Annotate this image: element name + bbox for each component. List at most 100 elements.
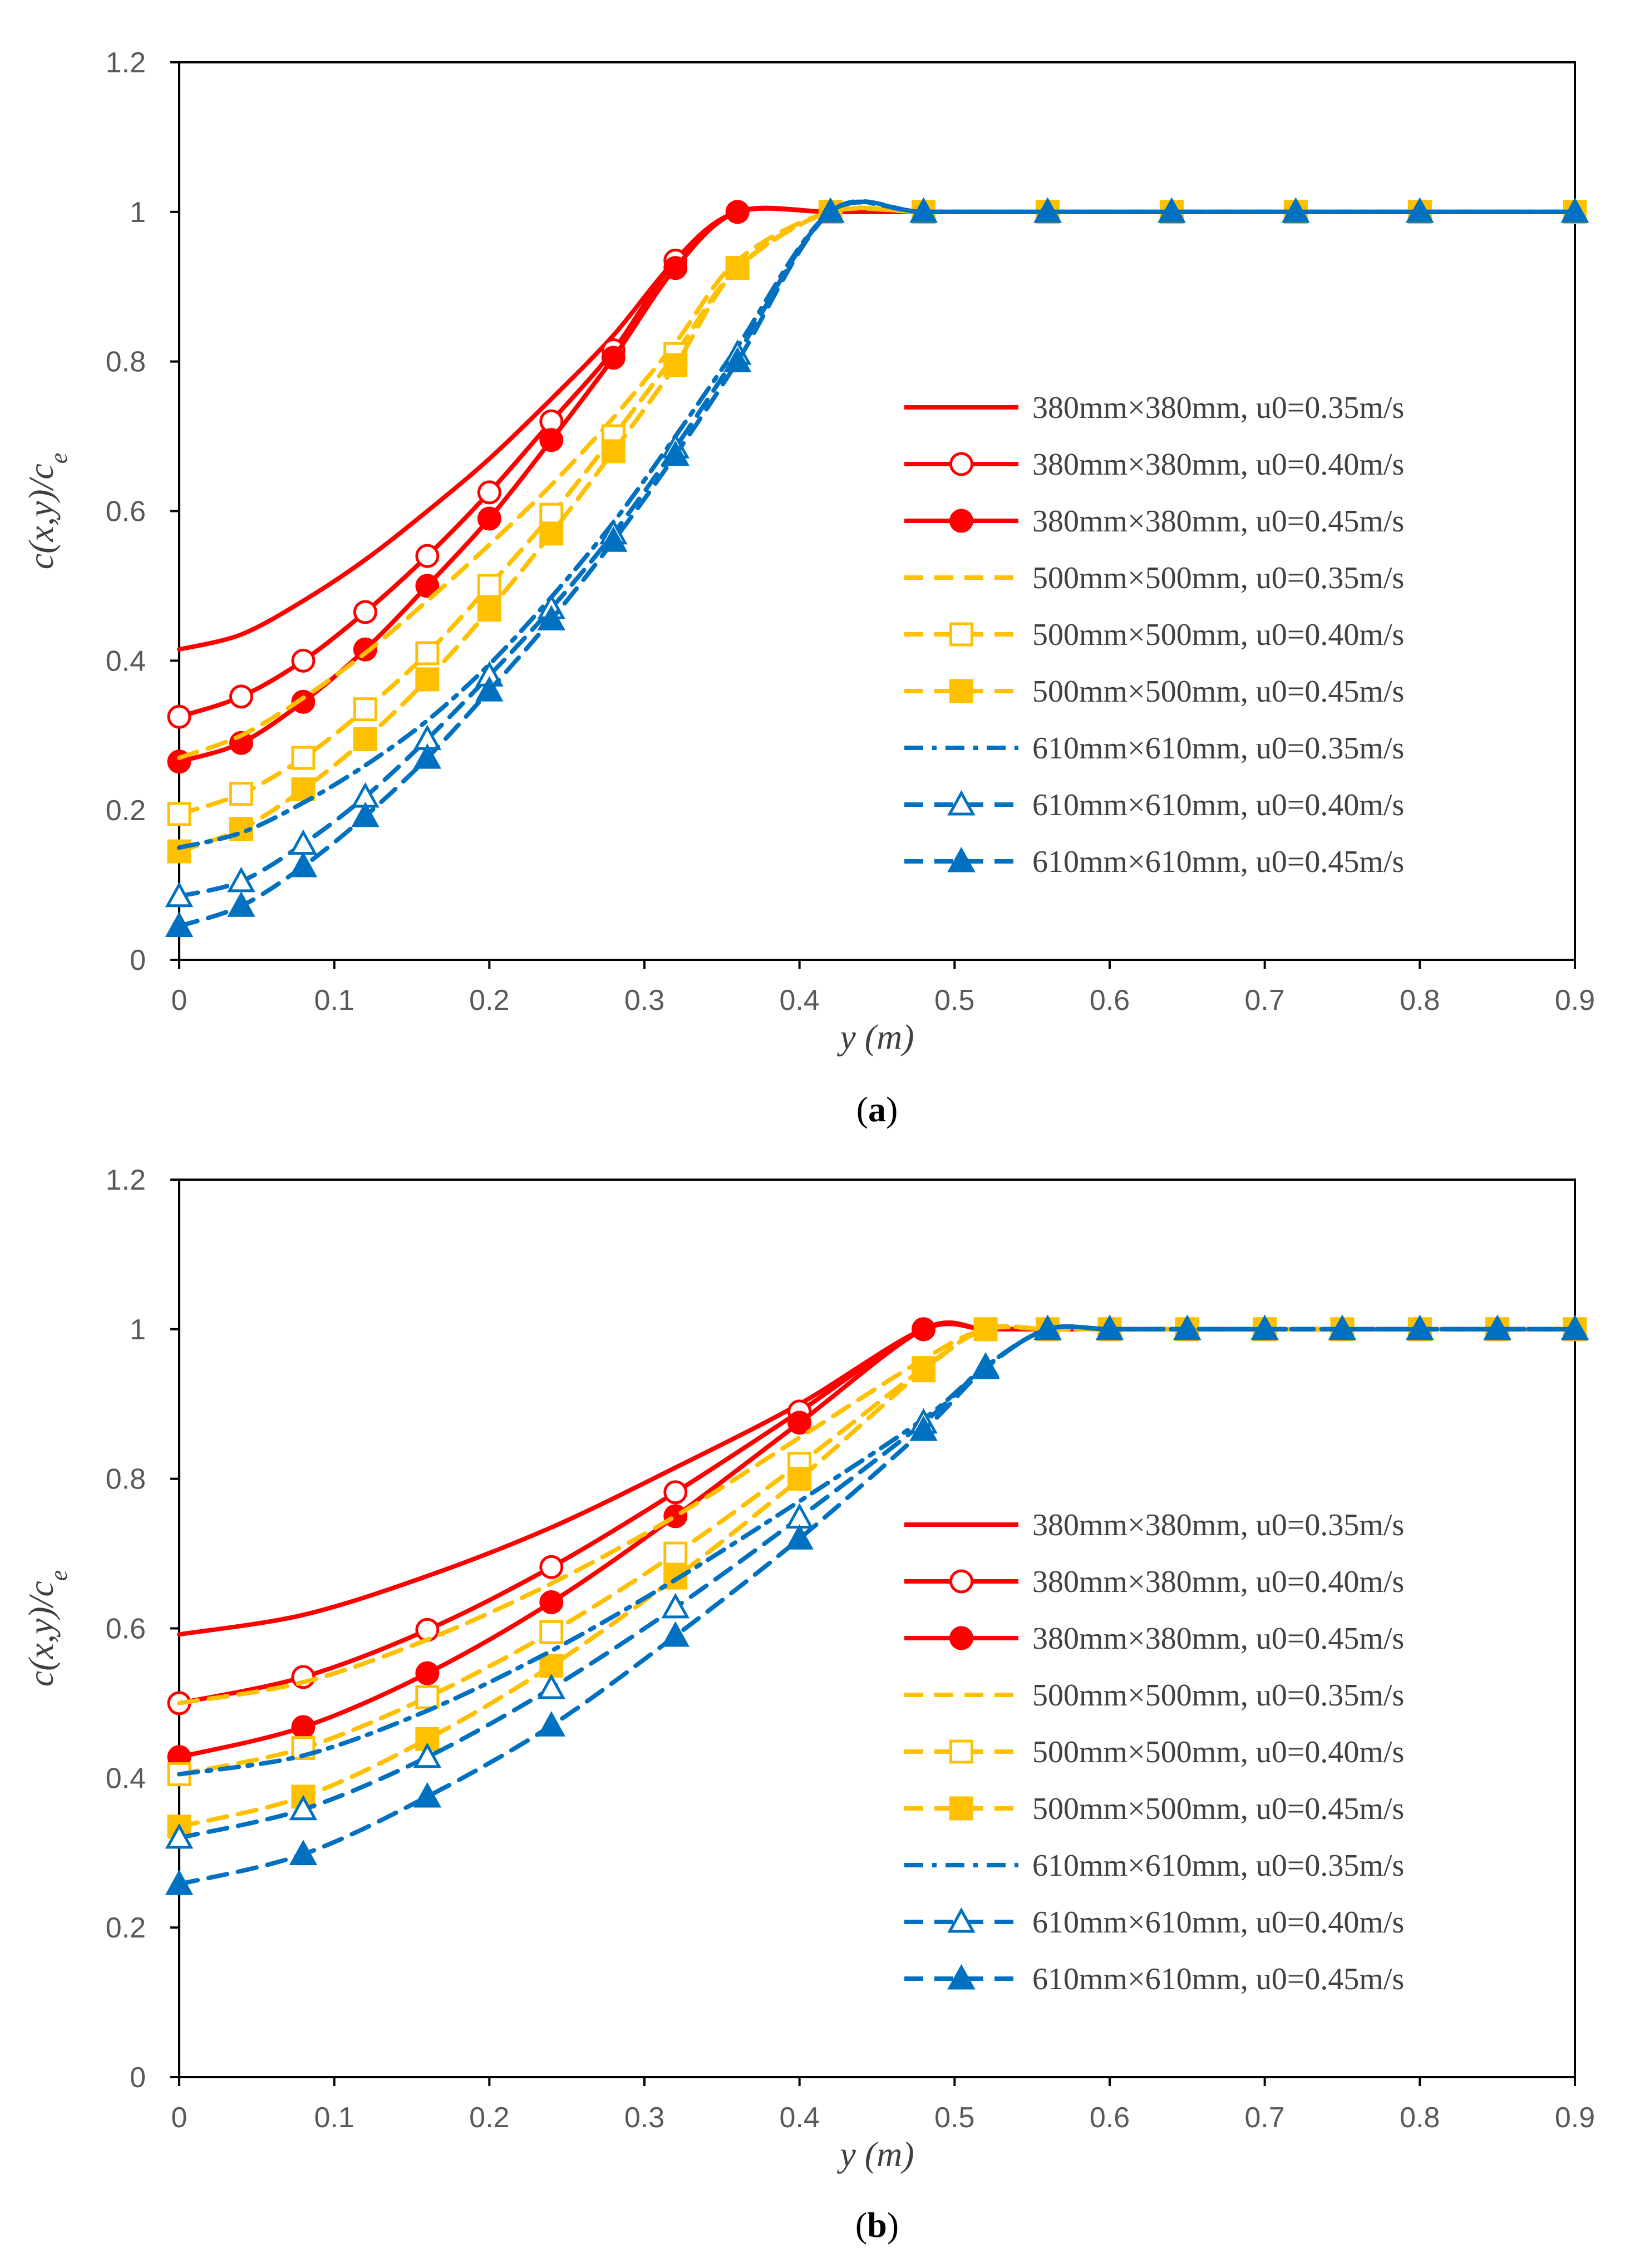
data-point [1406, 197, 1434, 223]
x-tick-label: 0.7 [1245, 984, 1285, 1017]
data-point [725, 256, 750, 280]
data-point [351, 801, 380, 827]
data-point [289, 829, 318, 855]
x-tick-label: 0 [171, 2102, 188, 2134]
data-point [353, 697, 377, 722]
data-point [1095, 1314, 1124, 1340]
legend-item: 500mm×500mm, u0=0.40m/s [904, 618, 1404, 652]
series [165, 197, 1589, 938]
legend: 380mm×380mm, u0=0.35m/s 380mm×380mm, u0=0… [904, 391, 1404, 879]
legend-label: 380mm×380mm, u0=0.35m/s [1032, 1508, 1404, 1542]
legend-label: 610mm×610mm, u0=0.40m/s [1032, 788, 1404, 822]
data-point [165, 1823, 194, 1849]
x-tick-label: 0.3 [624, 2102, 664, 2134]
data-point [289, 1794, 318, 1821]
data-point [229, 684, 253, 709]
y-tick-label: 0.8 [106, 1463, 146, 1496]
y-tick-label: 0.2 [106, 795, 146, 827]
x-tick-label: 0.5 [934, 984, 974, 1017]
legend-item: 380mm×380mm, u0=0.45m/s [904, 504, 1404, 539]
data-point [291, 648, 316, 673]
series-line [177, 199, 1577, 929]
data-point [415, 544, 440, 568]
data-point [413, 1742, 442, 1768]
legend-swatch-marker [947, 790, 976, 816]
y-tick-label: 1.2 [106, 1164, 146, 1196]
data-point [973, 1317, 998, 1342]
legend-item: 610mm×610mm, u0=0.35m/s [904, 1848, 1404, 1883]
x-tick-label: 0.9 [1555, 2102, 1595, 2134]
data-point [663, 1541, 688, 1566]
data-point [477, 506, 501, 531]
data-point [291, 777, 316, 802]
data-point [1282, 197, 1310, 223]
y-axis-label: c(x,y)/ce [21, 453, 72, 570]
legend-item: 610mm×610mm, u0=0.35m/s [904, 731, 1404, 766]
y-tick-label: 0.6 [106, 496, 146, 528]
legend-swatch-marker [947, 1907, 976, 1933]
data-point [415, 574, 440, 598]
data-point [1483, 1314, 1511, 1340]
legend-item: 380mm×380mm, u0=0.40m/s [904, 1565, 1404, 1599]
y-tick-label: 1 [130, 1314, 146, 1346]
series-line [177, 1324, 1577, 1887]
data-point [725, 200, 750, 224]
y-tick-label: 1.2 [106, 47, 146, 79]
y-tick-label: 0.2 [106, 1912, 146, 1944]
legend-swatch-marker [949, 679, 973, 703]
legend-item: 500mm×500mm, u0=0.45m/s [904, 674, 1404, 709]
legend-swatch-marker [949, 1569, 973, 1594]
legend-item: 500mm×500mm, u0=0.40m/s [904, 1735, 1404, 1769]
data-point [415, 667, 440, 692]
y-tick-label: 1 [130, 196, 146, 229]
x-axis-label: y (m) [836, 1017, 914, 1057]
legend: 380mm×380mm, u0=0.35m/s 380mm×380mm, u0=0… [904, 1508, 1404, 1996]
data-point [475, 676, 504, 702]
data-point [661, 440, 690, 466]
data-point [353, 727, 377, 751]
legend-label: 500mm×500mm, u0=0.40m/s [1032, 618, 1404, 652]
x-tick-label: 0.8 [1400, 984, 1440, 1017]
legend-item: 500mm×500mm, u0=0.35m/s [904, 1678, 1404, 1713]
x-tick-label: 0.6 [1090, 984, 1130, 1017]
x-tick-label: 0.6 [1090, 2102, 1130, 2134]
series [177, 200, 1577, 850]
y-tick-label: 0.8 [106, 346, 146, 378]
data-point [477, 598, 501, 622]
y-tick-label: 0.4 [106, 1762, 146, 1794]
x-tick-label: 0.9 [1555, 984, 1595, 1017]
data-point [291, 746, 316, 770]
series [177, 206, 1577, 761]
legend-item: 380mm×380mm, u0=0.35m/s [904, 1508, 1404, 1542]
data-point [289, 851, 318, 877]
panel-a: 0 0.1 0.2 0.3 0.4 0.5 0.6 0.7 0.8 0.9 0 0.2 0.4 0.6 0.… [21, 47, 1595, 1129]
legend-item: 610mm×610mm, u0=0.40m/s [904, 1905, 1404, 1940]
data-point [165, 1870, 194, 1895]
series [165, 1314, 1589, 1895]
x-tick-label: 0 [171, 984, 188, 1017]
data-point [537, 605, 566, 630]
data-point [601, 439, 626, 464]
data-point [413, 743, 442, 769]
legend-label: 500mm×500mm, u0=0.35m/s [1032, 561, 1404, 595]
legend-swatch-marker [949, 1796, 973, 1821]
data-point [227, 866, 255, 893]
data-point [816, 197, 845, 223]
panel-caption: (b) [855, 2205, 899, 2245]
legend-label: 610mm×610mm, u0=0.45m/s [1032, 1962, 1404, 1996]
series-line [177, 206, 1577, 761]
data-point [415, 1685, 440, 1709]
data-point [165, 881, 194, 908]
y-tick-label: 0 [130, 2062, 146, 2094]
y-axis-label-subscript: e [45, 453, 72, 464]
panel-b: 0 0.1 0.2 0.3 0.4 0.5 0.6 0.7 0.8 0.9 0 0.2 0.4 0.6 0.… [21, 1164, 1595, 2245]
data-point [1158, 197, 1186, 223]
legend-label: 500mm×500mm, u0=0.40m/s [1032, 1735, 1404, 1769]
data-point [912, 1358, 936, 1383]
data-point [663, 353, 688, 377]
legend-item: 610mm×610mm, u0=0.40m/s [904, 788, 1404, 822]
x-tick-label: 0.2 [469, 2102, 509, 2134]
series [167, 1317, 1587, 1787]
legend-label: 610mm×610mm, u0=0.35m/s [1032, 1848, 1404, 1883]
data-point [1406, 1314, 1434, 1340]
